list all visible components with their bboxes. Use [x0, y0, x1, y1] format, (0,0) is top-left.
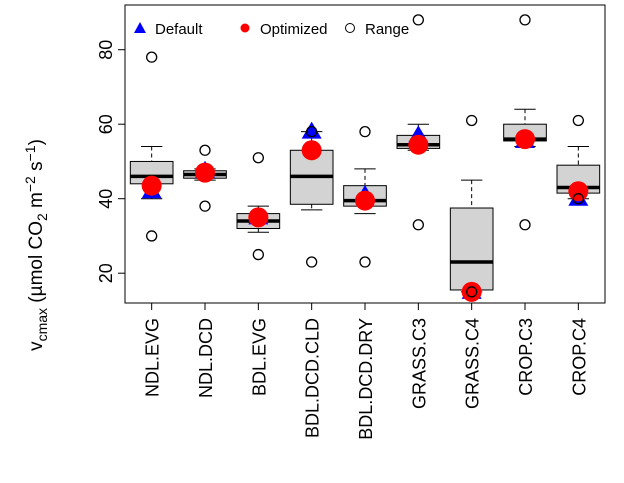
- range-marker: [199, 200, 211, 212]
- optimized-marker: [301, 140, 322, 161]
- optimized-marker: [568, 181, 589, 202]
- range-marker: [519, 14, 531, 26]
- legend-label: Optimized: [260, 21, 328, 38]
- range-marker: [306, 125, 318, 138]
- range-marker: [306, 256, 318, 268]
- x-tick-label: GRASS.C3: [409, 318, 429, 409]
- x-tick-label: CROP.C3: [516, 318, 536, 396]
- x-tick-label: BDL.DCD.CLD: [303, 318, 323, 438]
- y-label-part: s: [26, 161, 47, 176]
- optimized-marker: [195, 162, 215, 183]
- range-marker: [466, 286, 478, 298]
- optimized-marker: [355, 190, 375, 211]
- x-tick-label: NDL.EVG: [143, 318, 163, 397]
- range-marker: [359, 256, 371, 268]
- plot-frame: [124, 4, 606, 304]
- x-tick-label: GRASS.C4: [463, 318, 483, 409]
- y-axis-label: vcmax (µmol CO2 m−2 s−1): [22, 139, 50, 351]
- legend-marker: [134, 22, 146, 33]
- range-marker: [146, 51, 158, 63]
- box: [449, 207, 494, 291]
- optimized-marker: [141, 175, 162, 196]
- y-tick-label: 20: [96, 263, 116, 283]
- y-label-part: −1: [22, 145, 38, 161]
- y-label-part: −2: [22, 176, 38, 192]
- optimized-marker: [248, 207, 269, 228]
- x-tick-label: BDL.EVG: [249, 318, 269, 396]
- range-marker: [199, 144, 211, 156]
- x-tick-label: BDL.DCD.DRY: [356, 318, 376, 440]
- range-marker: [466, 114, 478, 127]
- x-tick-label: NDL.DCD: [196, 318, 216, 398]
- range-marker: [412, 219, 424, 231]
- x-tick-label: CROP.C4: [569, 318, 589, 396]
- y-tick-label: 80: [96, 40, 116, 60]
- optimized-marker: [515, 129, 535, 150]
- legend-label: Range: [365, 21, 409, 38]
- optimized-marker: [408, 134, 429, 155]
- y-label-part: 2: [34, 213, 50, 221]
- legend-label: Default: [155, 21, 203, 38]
- y-label-part: (µmol CO: [26, 221, 47, 308]
- optimized-marker: [461, 281, 482, 302]
- range-marker: [412, 14, 424, 26]
- legend-marker: [240, 23, 250, 33]
- y-label-part: ): [26, 139, 47, 145]
- y-label-part: v: [26, 341, 47, 351]
- range-marker: [359, 125, 371, 138]
- y-label-part: cmax: [34, 308, 50, 341]
- y-tick-label: 40: [96, 189, 116, 209]
- y-tick-label: 60: [96, 114, 116, 134]
- range-marker: [572, 114, 584, 127]
- range-marker: [252, 248, 264, 261]
- range-marker: [252, 152, 264, 164]
- range-marker: [519, 219, 531, 231]
- range-marker: [146, 230, 158, 242]
- range-marker: [572, 193, 584, 205]
- legend-marker: [345, 23, 355, 33]
- default-marker: [301, 121, 322, 139]
- y-label-part: m: [26, 192, 47, 213]
